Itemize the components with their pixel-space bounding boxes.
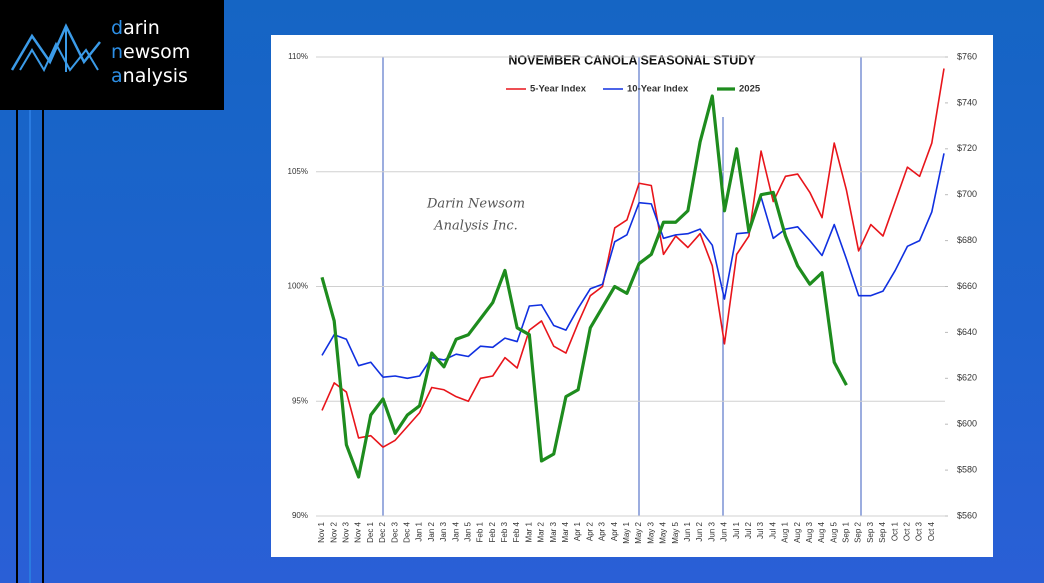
y2-tick-label: $580 [957,464,977,474]
y2-tick-label: $680 [957,235,977,245]
x-tick-label: Jun 4 [720,521,729,541]
x-tick-label: Aug 2 [793,521,802,542]
x-tick-label: Mar 3 [549,521,558,542]
y2-tick-label: $560 [957,510,977,520]
x-tick-label: May 2 [634,521,643,543]
x-tick-label: Oct 4 [927,521,936,541]
x-tick-label: Jan 1 [415,521,424,541]
x-tick-label: Oct 2 [903,521,912,541]
x-tick-label: Apr 1 [573,521,582,541]
x-tick-label: May 5 [671,521,680,543]
y2-tick-label: $620 [957,373,977,383]
x-tick-label: Jan 5 [463,521,472,541]
y2-tick-label: $740 [957,97,977,107]
logo-icon [10,23,101,73]
logo: darin newsom analysis [0,0,224,110]
x-tick-label: Oct 1 [890,521,899,541]
x-tick-label: Apr 4 [610,521,619,541]
watermark: Darin Newsom [426,197,525,212]
y2-tick-label: $640 [957,327,977,337]
chart-title: NOVEMBER CANOLA SEASONAL STUDY [508,53,756,67]
x-tick-label: Mar 1 [524,521,533,542]
logo-text: newsom [111,41,191,63]
series-line [321,68,945,448]
legend-label: 2025 [739,84,761,95]
x-tick-label: Jul 4 [768,521,777,538]
x-tick-label: Feb 2 [488,521,497,542]
x-tick-label: Jan 3 [439,521,448,541]
x-tick-label: Nov 2 [329,521,338,542]
x-tick-label: Oct 3 [915,521,924,541]
x-tick-label: Aug 3 [805,521,814,542]
x-tick-label: Nov 3 [342,521,351,542]
x-tick-label: Jun 2 [695,521,704,541]
x-tick-label: Sep 3 [866,521,875,542]
x-tick-label: May 3 [646,521,655,543]
x-tick-label: Dec 1 [366,521,375,542]
x-tick-label: Jan 4 [451,521,460,541]
logo-text: analysis [111,65,188,87]
x-tick-label: Dec 3 [390,521,399,542]
x-tick-label: Aug 4 [817,521,826,542]
y2-tick-label: $660 [957,281,977,291]
x-tick-label: Apr 3 [598,521,607,541]
y-tick-label: 105% [288,167,308,176]
x-tick-label: Jul 3 [756,521,765,538]
x-tick-label: Jun 1 [683,521,692,541]
y2-tick-label: $700 [957,189,977,199]
chart-area [271,35,993,557]
series-line [321,153,945,380]
x-tick-label: Nov 1 [317,521,326,542]
x-tick-label: Feb 3 [500,521,509,542]
x-tick-label: Jul 2 [744,521,753,538]
y-tick-label: 95% [292,396,308,405]
x-tick-label: Aug 5 [829,521,838,542]
x-tick-label: Apr 2 [585,521,594,541]
x-tick-label: Feb 1 [476,521,485,542]
x-tick-label: May 1 [622,521,631,543]
logo-text: darin [111,17,160,39]
x-tick-label: Mar 2 [537,521,546,542]
y2-tick-label: $760 [957,51,977,61]
y-tick-label: 110% [288,52,308,61]
x-tick-label: Mar 4 [561,521,570,542]
y-tick-label: 100% [288,282,308,291]
x-tick-label: May 4 [659,521,668,543]
x-tick-label: Feb 4 [512,521,521,542]
y-tick-label: 90% [292,511,308,520]
x-tick-label: Dec 4 [402,521,411,542]
x-tick-label: Sep 1 [842,521,851,542]
x-tick-label: Jan 2 [427,521,436,541]
y2-tick-label: $600 [957,419,977,429]
x-tick-label: Sep 2 [854,521,863,542]
legend-label: 5-Year Index [530,84,587,95]
x-tick-label: Dec 2 [378,521,387,542]
x-tick-label: Jul 1 [732,521,741,538]
y2-tick-label: $720 [957,143,977,153]
x-tick-label: Aug 1 [781,521,790,542]
watermark: Analysis Inc. [433,219,518,234]
x-tick-label: Nov 4 [354,521,363,542]
x-tick-label: Sep 4 [878,521,887,542]
x-tick-label: Jun 3 [707,521,716,541]
legend-label: 10-Year Index [627,84,689,95]
series-line [320,94,848,479]
